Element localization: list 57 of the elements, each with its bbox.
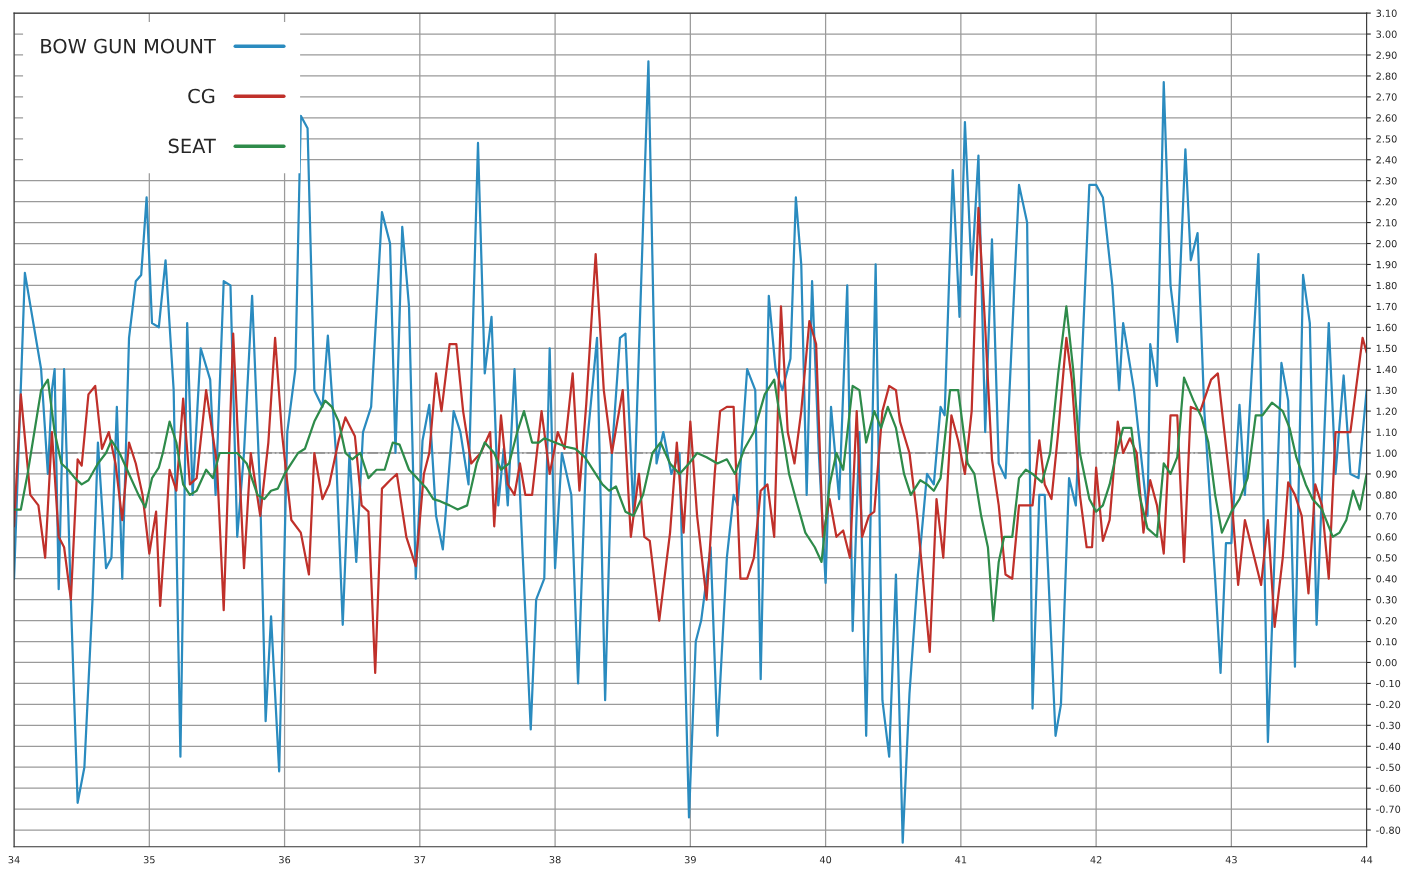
x-tick-label: 43 — [1225, 856, 1237, 864]
y-tick-label: 0.90 — [1376, 470, 1397, 478]
y-tick-label: 2.20 — [1376, 198, 1397, 206]
x-tick-label: 35 — [143, 856, 155, 864]
x-tick-label: 40 — [819, 856, 832, 864]
x-tick-label: 44 — [1360, 856, 1373, 864]
y-tick-label: 1.50 — [1376, 344, 1397, 353]
y-tick-label: 2.80 — [1376, 72, 1397, 80]
y-tick-label: 1.70 — [1376, 302, 1397, 311]
x-tick-label: 37 — [414, 856, 426, 864]
y-tick-label: 0.70 — [1376, 512, 1397, 520]
x-tick-label: 34 — [8, 856, 20, 864]
y-tick-label: 2.60 — [1376, 114, 1397, 122]
y-tick-label: 2.30 — [1376, 177, 1397, 185]
legend-label: CG — [188, 88, 215, 104]
y-tick-label: -0.70 — [1376, 805, 1401, 813]
y-tick-label: 2.10 — [1376, 219, 1397, 227]
y-tick-label: 1.90 — [1376, 260, 1397, 269]
legend-label: BOW GUN MOUNT — [41, 38, 216, 54]
y-tick-label: -0.30 — [1376, 721, 1401, 730]
y-tick-label: -0.50 — [1376, 763, 1401, 772]
y-tick-label: 2.40 — [1376, 156, 1397, 164]
x-tick-label: 39 — [684, 856, 696, 864]
y-tick-label: 1.20 — [1376, 407, 1397, 415]
y-tick-label: 0.50 — [1376, 554, 1397, 562]
y-tick-label: 2.50 — [1376, 135, 1397, 143]
line-series — [14, 206, 1367, 675]
y-tick-label: -0.10 — [1376, 679, 1401, 688]
y-tick-label: 1.10 — [1376, 428, 1397, 436]
y-tick-label: 1.00 — [1376, 449, 1397, 457]
y-tick-label: 1.60 — [1376, 323, 1397, 332]
y-tick-label: 2.70 — [1376, 93, 1397, 101]
x-tick-label: 41 — [955, 856, 967, 864]
y-tick-label: 0.60 — [1376, 533, 1397, 541]
y-tick-label: 2.00 — [1376, 240, 1397, 248]
y-tick-label: 0.30 — [1376, 596, 1397, 604]
y-tick-label: -0.40 — [1376, 742, 1401, 751]
y-tick-label: -0.80 — [1376, 826, 1401, 834]
y-tick-label: 0.10 — [1376, 638, 1397, 646]
y-tick-label: 3.10 — [1376, 9, 1397, 17]
x-tick-label: 42 — [1090, 856, 1102, 864]
x-tick-label: 36 — [279, 856, 291, 864]
y-tick-label: 0.20 — [1376, 617, 1397, 625]
line-series — [14, 305, 1367, 622]
y-tick-label: -0.20 — [1376, 700, 1401, 709]
y-tick-label: 0.00 — [1376, 658, 1397, 667]
y-tick-label: -0.60 — [1376, 784, 1401, 792]
y-tick-label: 0.80 — [1376, 491, 1397, 499]
y-tick-label: 3.00 — [1376, 30, 1397, 38]
y-tick-label: 1.40 — [1376, 365, 1397, 374]
y-tick-label: 2.90 — [1376, 51, 1397, 59]
legend-label: SEAT — [168, 138, 216, 154]
line-series — [14, 60, 1367, 844]
y-tick-label: 1.80 — [1376, 281, 1397, 290]
x-tick-label: 38 — [549, 856, 561, 864]
y-tick-label: 1.30 — [1376, 386, 1397, 394]
y-tick-label: 0.40 — [1376, 575, 1397, 583]
